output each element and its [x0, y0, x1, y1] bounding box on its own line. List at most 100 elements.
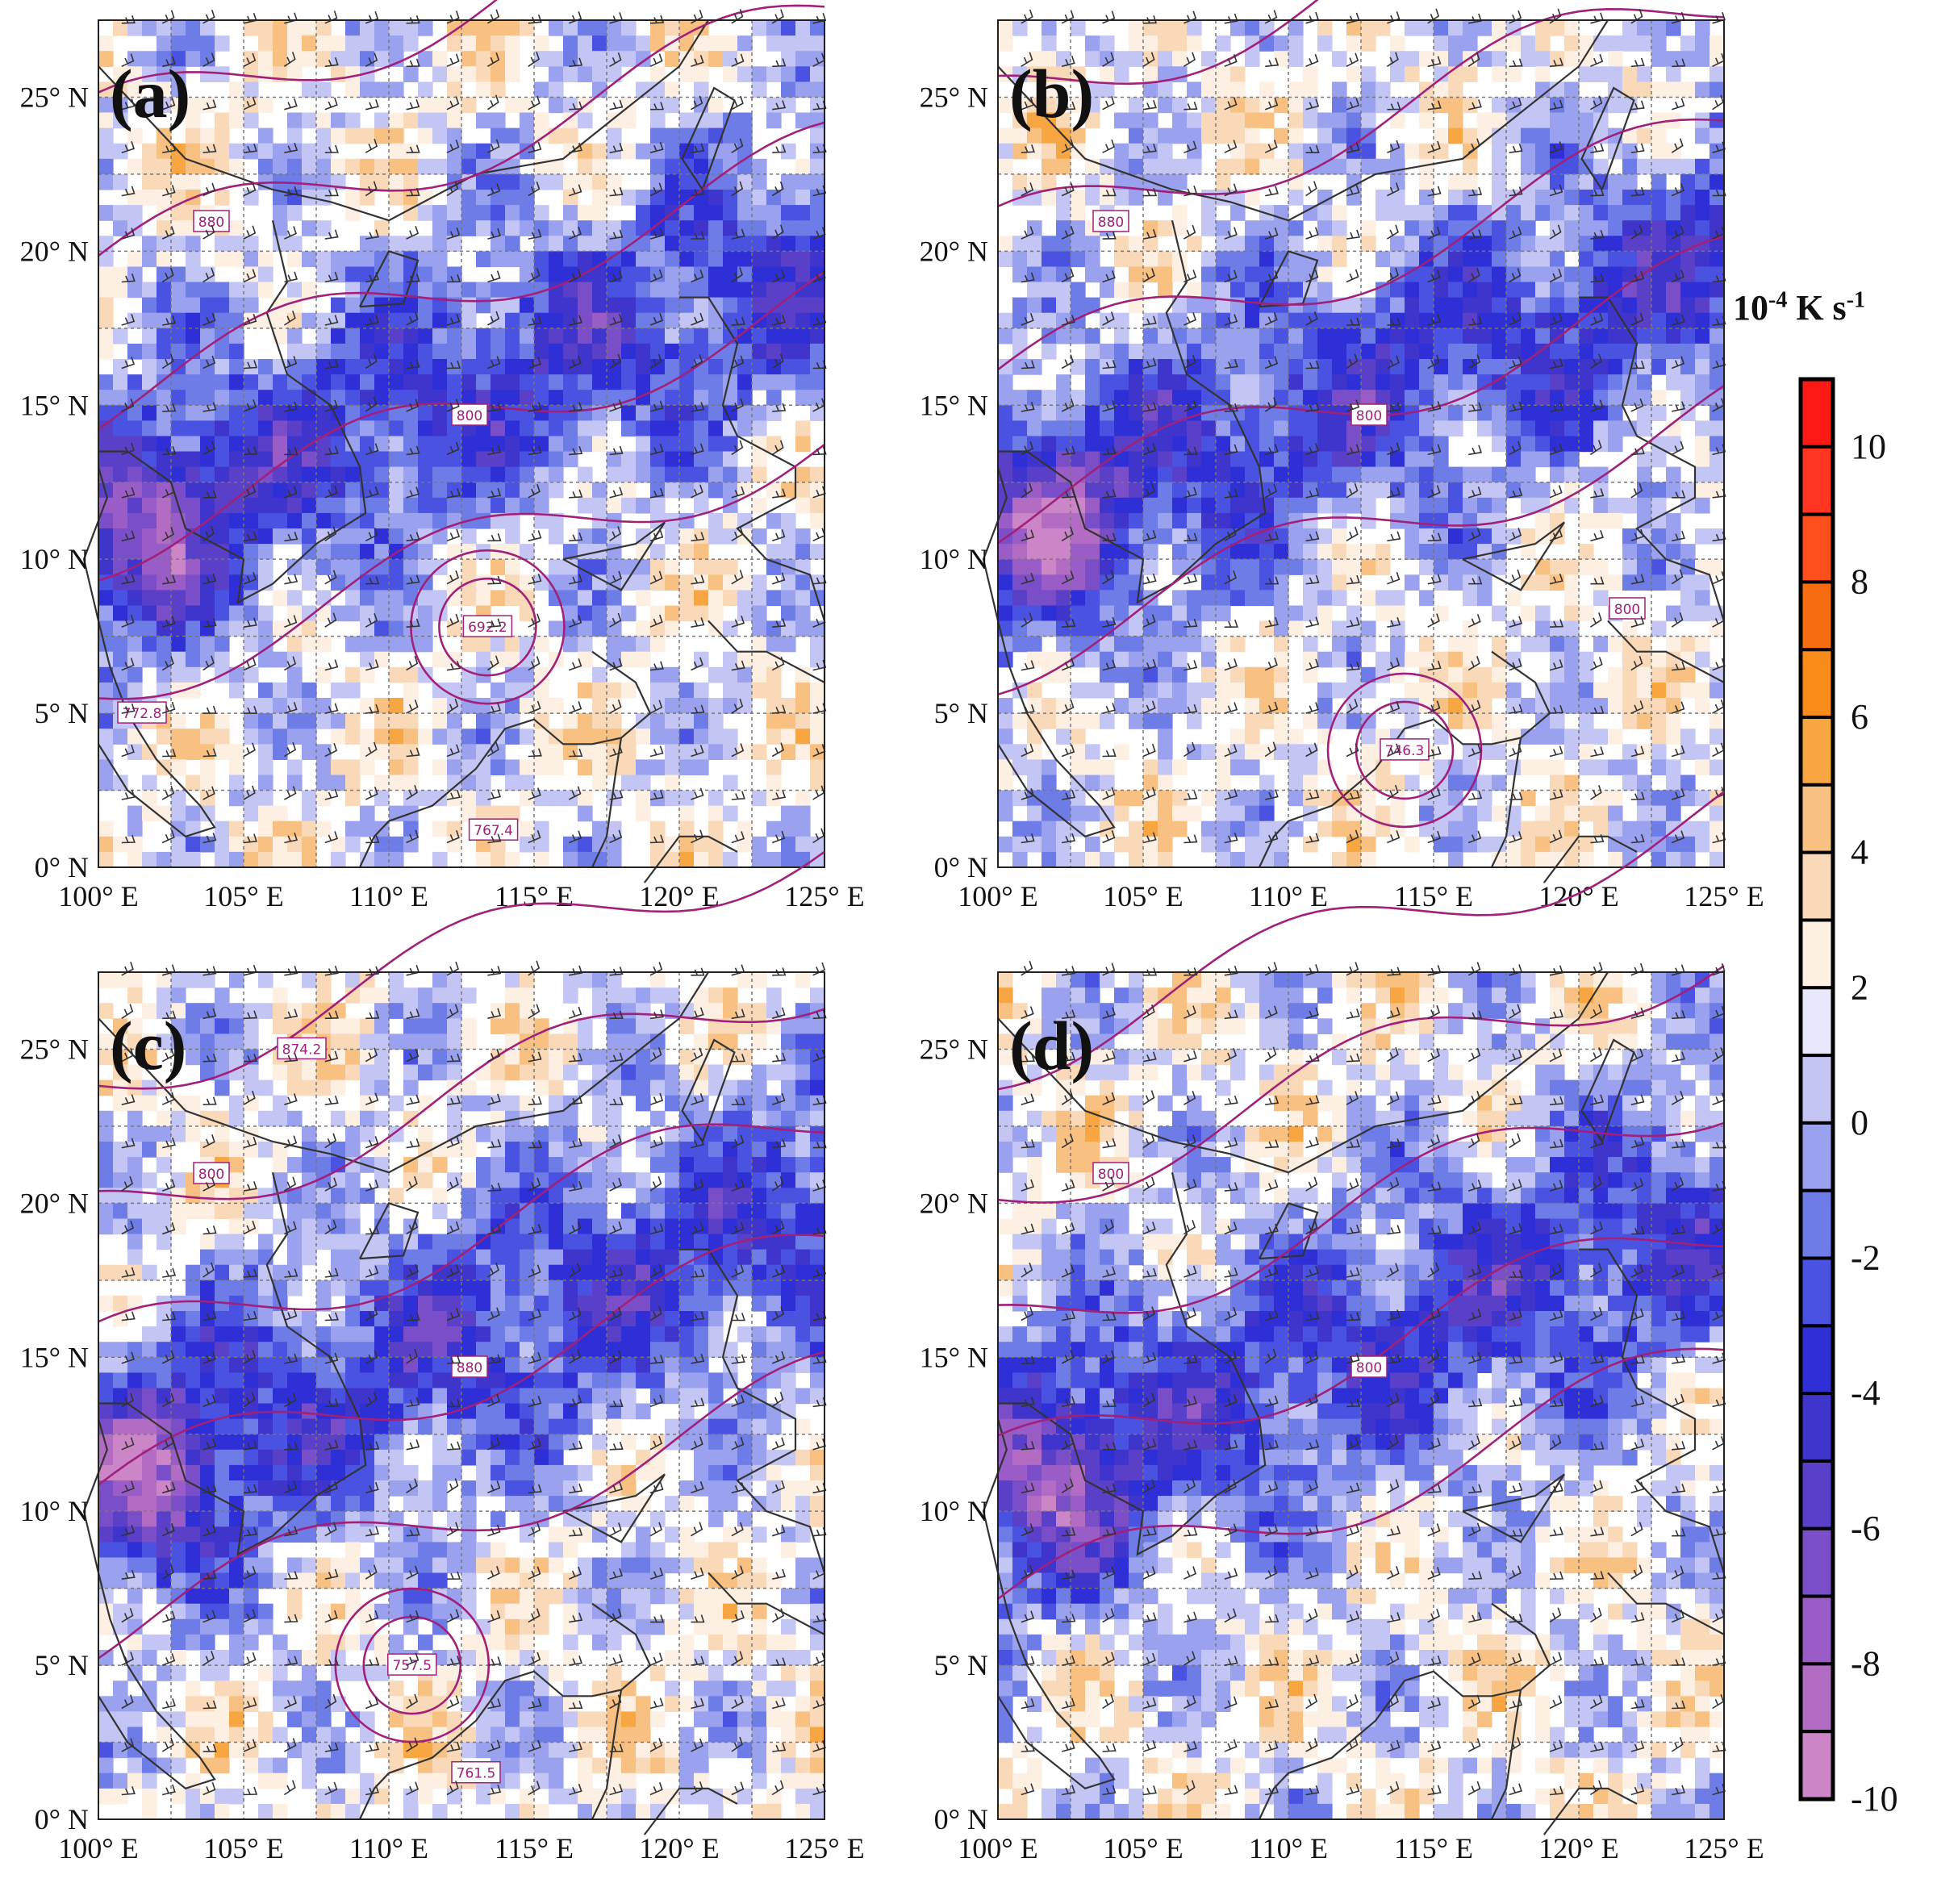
field-cell — [432, 698, 448, 714]
field-cell — [302, 559, 317, 575]
field-cell — [1129, 590, 1144, 606]
field-cell — [461, 775, 477, 791]
field-cell — [998, 806, 1013, 822]
field-cell — [142, 574, 157, 591]
field-cell — [1259, 374, 1275, 390]
field-cell — [374, 837, 390, 853]
field-cell — [1012, 713, 1028, 729]
field-cell — [752, 467, 767, 483]
field-cell — [1405, 513, 1420, 529]
field-cell — [1042, 482, 1057, 499]
field-cell — [1434, 267, 1449, 283]
field-cell — [505, 20, 520, 36]
field-cell — [1230, 436, 1246, 453]
field-cell — [1071, 590, 1086, 606]
field-cell — [215, 467, 230, 483]
field-cell — [810, 359, 825, 375]
field-cell — [1303, 498, 1318, 514]
field-cell — [1535, 298, 1551, 314]
field-cell — [1303, 775, 1318, 791]
field-cell — [1376, 313, 1391, 329]
field-cell — [258, 559, 273, 575]
field-cell — [1637, 81, 1652, 98]
field-cell — [1680, 729, 1696, 745]
field-cell — [1579, 436, 1594, 453]
field-cell — [1608, 205, 1623, 221]
field-cell — [766, 374, 782, 390]
field-cell — [461, 374, 477, 390]
field-cell — [1216, 113, 1231, 129]
field-cell — [389, 81, 404, 98]
field-cell — [302, 359, 317, 375]
field-cell — [534, 35, 549, 52]
field-cell — [1245, 313, 1260, 329]
field-cell — [1709, 390, 1725, 406]
field-cell — [563, 390, 578, 406]
field-cell — [1434, 220, 1449, 236]
field-cell — [1405, 313, 1420, 329]
contour-label: 800 — [457, 408, 482, 424]
field-cell — [1419, 190, 1434, 206]
field-cell — [1012, 236, 1028, 252]
field-cell — [1651, 113, 1667, 129]
field-cell — [1666, 159, 1681, 175]
field-cell — [171, 544, 186, 560]
field-cell — [1492, 667, 1507, 683]
field-cell — [1448, 20, 1463, 36]
field-cell — [1158, 144, 1173, 160]
field-cell — [157, 621, 172, 637]
field-cell — [1143, 713, 1158, 729]
field-cell — [418, 452, 433, 468]
field-cell — [171, 652, 186, 668]
field-cell — [1288, 791, 1304, 807]
field-cell — [374, 528, 390, 545]
field-cell — [549, 359, 564, 375]
field-cell — [1390, 806, 1405, 822]
field-cell — [679, 282, 695, 299]
field-cell — [1230, 544, 1246, 560]
field-cell — [795, 606, 811, 622]
field-cell — [374, 652, 390, 668]
field-cell — [229, 220, 244, 236]
field-cell — [1637, 328, 1652, 344]
field-cell — [229, 452, 244, 468]
field-cell — [505, 220, 520, 236]
field-cell — [1158, 683, 1173, 699]
y-tick-label: 15° N — [20, 389, 89, 421]
field-cell — [389, 267, 404, 283]
field-cell — [432, 344, 448, 360]
field-cell — [1230, 328, 1246, 344]
field-cell — [258, 806, 273, 822]
field-cell — [752, 251, 767, 267]
field-cell — [142, 852, 157, 868]
field-cell — [723, 621, 738, 637]
field-cell — [244, 66, 259, 82]
field-cell — [1376, 98, 1391, 114]
field-cell — [1622, 20, 1638, 36]
field-cell — [1709, 298, 1725, 314]
field-cell — [1317, 698, 1333, 714]
field-cell — [447, 729, 462, 745]
field-cell — [1346, 313, 1362, 329]
field-cell — [1521, 298, 1536, 314]
field-cell — [215, 128, 230, 144]
field-cell — [1695, 267, 1710, 283]
field-cell — [1622, 190, 1638, 206]
field-cell — [98, 374, 114, 390]
field-cell — [1680, 744, 1696, 760]
field-cell — [534, 328, 549, 344]
field-cell — [1100, 544, 1115, 560]
field-cell — [1535, 637, 1551, 653]
field-cell — [461, 759, 477, 775]
field-cell — [200, 759, 215, 775]
field-cell — [1695, 51, 1710, 67]
field-cell — [1274, 559, 1289, 575]
field-cell — [1317, 113, 1333, 129]
field-cell — [229, 513, 244, 529]
field-cell — [1651, 729, 1667, 745]
field-cell — [1056, 298, 1071, 314]
field-cell — [215, 574, 230, 591]
field-cell — [998, 574, 1013, 591]
field-cell — [1390, 374, 1405, 390]
